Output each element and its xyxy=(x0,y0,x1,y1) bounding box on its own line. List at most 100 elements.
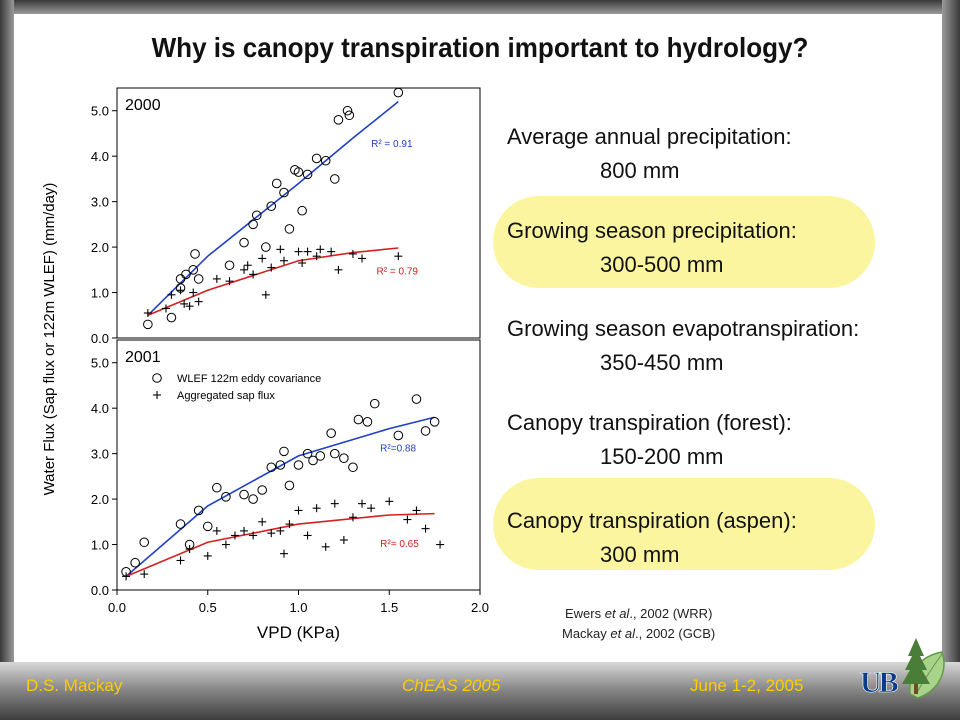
eddy-point xyxy=(261,242,271,252)
slide-frame-left xyxy=(0,0,14,720)
eddy-point xyxy=(239,489,249,500)
eddy-point xyxy=(224,260,235,271)
footer-author: D.S. Mackay xyxy=(26,676,123,695)
eddy-point xyxy=(393,87,404,98)
eddy-point xyxy=(330,174,340,184)
sap-point xyxy=(298,259,307,267)
reference-mackay: Mackay et al., 2002 (GCB) xyxy=(562,626,715,641)
sap-point xyxy=(230,531,239,540)
y-tick-label: 0.0 xyxy=(91,331,109,346)
sap-point xyxy=(303,531,312,540)
fact-label-aspen-transp: Canopy transpiration (aspen): xyxy=(507,508,797,533)
chart-marks-layer: R² = 0.91 R² = 0.79 R²=0.88 R²= 0.65 xyxy=(121,87,445,581)
fact-label-growing-precip: Growing season precipitation: xyxy=(507,218,797,243)
y-tick-label: 1.0 xyxy=(91,286,109,301)
eddy-point xyxy=(130,557,140,568)
eddy-point xyxy=(212,482,222,493)
sap-point xyxy=(421,524,430,533)
sap-point xyxy=(167,290,176,299)
reference-mackay-etal: et al xyxy=(610,626,635,641)
sap-point xyxy=(316,245,325,254)
eddy-point xyxy=(279,187,289,198)
eddy-point xyxy=(315,451,326,461)
eddy-point xyxy=(143,319,153,330)
x-tick-label: 2.0 xyxy=(471,600,489,615)
sap-point xyxy=(358,499,367,508)
eddy-point xyxy=(181,269,191,280)
eddy-point xyxy=(266,201,277,211)
sap-point xyxy=(194,297,203,306)
eddy-point xyxy=(271,178,282,189)
fact-label-forest-transp: Canopy transpiration (forest): xyxy=(507,410,792,435)
sap-point xyxy=(267,529,276,538)
reference-mackay-authors: Mackay xyxy=(562,626,607,641)
sap-point xyxy=(212,274,221,283)
sap-point xyxy=(330,499,339,508)
eddy-point xyxy=(362,417,373,427)
fact-value-growing-precip: 300-500 mm xyxy=(600,252,724,277)
sap-point xyxy=(162,304,171,313)
sap-point xyxy=(334,265,343,274)
reference-ewers-etal: et al xyxy=(604,606,630,621)
eddy-point xyxy=(302,448,313,459)
eddy-point xyxy=(420,426,431,436)
eddy-point xyxy=(311,153,322,164)
sap-point xyxy=(327,247,336,256)
highlight-growing-season-precip xyxy=(493,196,875,288)
reference-ewers-authors: Ewers xyxy=(565,606,602,621)
water-flux-chart: 0.0 1.0 2.0 3.0 4.0 5.0 2000 0.0 1.0 2.0 3.0 4.0 5.0… xyxy=(41,87,489,642)
eddy-point xyxy=(279,446,289,457)
sap-point xyxy=(189,288,198,297)
sap-point xyxy=(394,252,403,261)
sap-point xyxy=(143,309,152,317)
legend-circle-marker xyxy=(152,373,162,383)
eddy-point xyxy=(248,494,258,504)
eddy-point xyxy=(284,480,295,491)
sap-point xyxy=(249,270,258,279)
eddy-point xyxy=(429,417,440,427)
sap-point xyxy=(294,247,303,256)
x-tick-label: 0.5 xyxy=(199,600,217,615)
sap-point xyxy=(185,545,194,554)
slide-frame-right xyxy=(942,0,960,720)
fit-line-2000-0 xyxy=(147,101,399,316)
footer-event: ChEAS 2005 xyxy=(402,676,501,695)
sap-point xyxy=(403,515,412,524)
footer-bar xyxy=(0,662,960,720)
x-axis-label: VPD (KPa) xyxy=(257,623,340,642)
svg-text:UB: UB xyxy=(860,666,899,699)
eddy-point xyxy=(326,428,336,438)
eddy-point xyxy=(297,205,307,216)
panel-label-2000: 2000 xyxy=(125,97,161,114)
r2-label: R²=0.88 xyxy=(380,443,416,454)
y-tick-label: 4.0 xyxy=(91,401,109,416)
y-tick-label: 3.0 xyxy=(91,195,109,210)
eddy-point xyxy=(190,249,200,259)
eddy-point xyxy=(302,169,313,180)
eddy-point xyxy=(221,492,231,502)
eddy-point xyxy=(293,460,304,470)
sap-point xyxy=(358,254,367,263)
sap-point xyxy=(339,536,348,544)
sap-point xyxy=(321,542,330,551)
eddy-point xyxy=(193,505,204,516)
y-tick-label: 4.0 xyxy=(91,149,109,164)
sap-point xyxy=(176,286,185,295)
sap-point xyxy=(294,506,303,515)
sap-point xyxy=(212,526,221,535)
eddy-point xyxy=(248,219,258,230)
x-tick-label: 0.0 xyxy=(108,600,126,615)
plot-frame-2000 xyxy=(116,87,481,339)
eddy-point xyxy=(251,210,262,221)
eddy-point xyxy=(308,455,318,466)
fit-line-2000-1 xyxy=(147,247,399,317)
sap-point xyxy=(243,261,252,270)
sap-point xyxy=(276,526,285,535)
sap-point xyxy=(258,517,267,526)
eddy-point xyxy=(320,155,331,166)
y-tick-label: 2.0 xyxy=(91,240,109,255)
eddy-point xyxy=(239,237,249,248)
eddy-point xyxy=(193,274,204,284)
reference-mackay-rest: ., 2002 (GCB) xyxy=(635,626,716,641)
sap-point xyxy=(348,249,357,258)
